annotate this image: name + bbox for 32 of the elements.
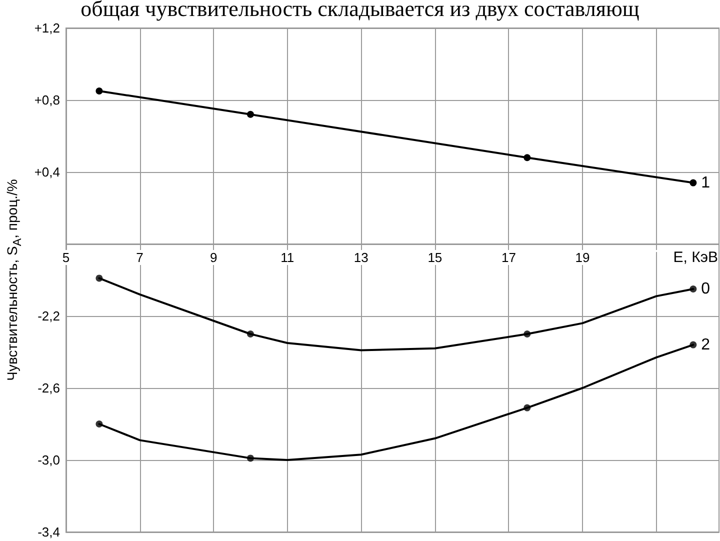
y-tick-label: -2,2	[38, 308, 60, 324]
point	[524, 330, 531, 338]
x-tick-label: 11	[280, 250, 294, 265]
x-tick-label: 5	[62, 250, 70, 265]
point	[690, 286, 697, 292]
point	[690, 179, 697, 186]
point	[96, 274, 103, 282]
series-label: 2	[701, 336, 710, 354]
point	[524, 404, 531, 412]
x-axis-title: E, КэВ	[673, 249, 718, 266]
y-tick-label: -3,0	[38, 452, 60, 468]
y-tick-label: -2,6	[38, 380, 60, 396]
x-tick-label: 17	[501, 250, 516, 265]
y-tick-label: +0,8	[34, 92, 60, 108]
x-tick-label: 15	[428, 250, 442, 265]
y-tick-label: +0,4	[34, 164, 60, 180]
x-tick-label: 13	[354, 250, 368, 265]
point	[246, 330, 254, 338]
y-tick-label: -3,4	[38, 524, 60, 540]
point	[524, 154, 531, 162]
point	[96, 420, 103, 428]
series-label: 0	[701, 280, 710, 298]
text: общая чувствительность складывается из двух составляющ	[80, 0, 640, 22]
point	[246, 454, 254, 462]
point	[96, 88, 103, 94]
point	[690, 341, 697, 348]
x-tick-label: 7	[136, 250, 144, 265]
x-tick-label: 9	[210, 250, 218, 265]
y-tick-label: +1,2	[34, 20, 60, 36]
series-label: 1	[701, 174, 710, 192]
point	[246, 110, 254, 118]
x-tick-label: 19	[575, 250, 590, 265]
